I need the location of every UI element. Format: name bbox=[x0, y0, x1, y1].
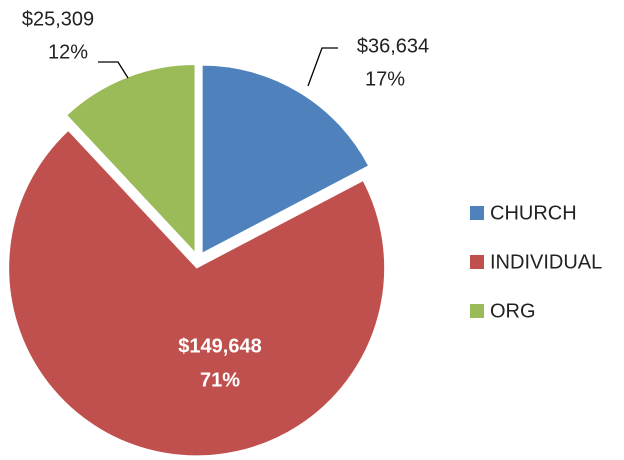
value-label: $25,309 bbox=[22, 8, 94, 30]
legend-label: INDIVIDUAL bbox=[490, 251, 602, 273]
legend-swatch bbox=[470, 206, 484, 220]
pie-slice bbox=[8, 129, 386, 457]
legend-label: CHURCH bbox=[490, 202, 577, 224]
leader-line bbox=[307, 47, 338, 87]
pie-slice bbox=[201, 64, 370, 254]
leader-line bbox=[98, 61, 129, 79]
percent-label: 17% bbox=[365, 68, 405, 90]
value-label: $36,634 bbox=[357, 35, 429, 57]
percent-label: 71% bbox=[200, 369, 240, 391]
legend-swatch bbox=[470, 255, 484, 269]
legend-swatch bbox=[470, 304, 484, 318]
value-label: $149,648 bbox=[178, 335, 261, 357]
pie-slice bbox=[65, 64, 196, 254]
legend-label: ORG bbox=[490, 300, 536, 322]
percent-label: 12% bbox=[48, 41, 88, 63]
